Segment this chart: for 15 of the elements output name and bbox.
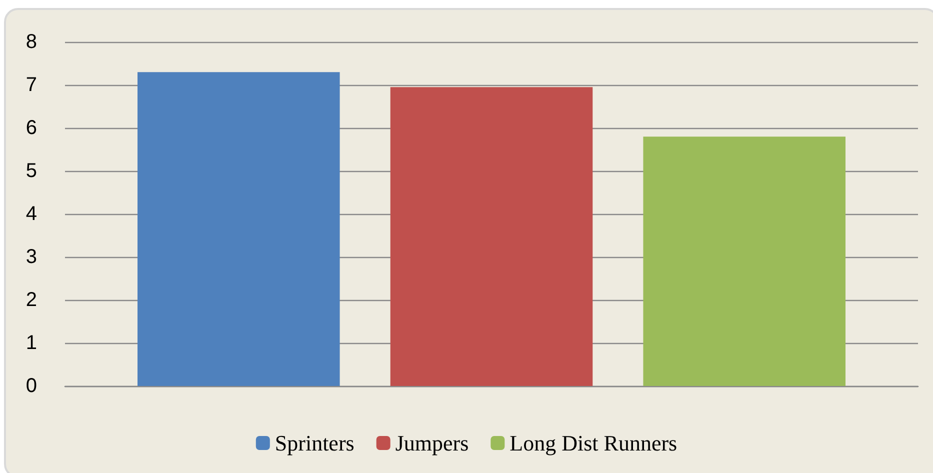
bar (643, 136, 846, 386)
y-tick-label: 6 (26, 117, 37, 139)
legend-label: Long Dist Runners (510, 430, 678, 456)
y-tick-label: 1 (26, 332, 37, 354)
y-tick-label: 4 (26, 203, 37, 225)
legend-label: Sprinters (274, 430, 354, 456)
y-tick-label: 2 (26, 289, 37, 311)
bar (138, 72, 340, 386)
y-tick-label: 8 (26, 31, 37, 53)
y-tick-label: 7 (26, 74, 37, 96)
y-tick-label: 3 (26, 246, 37, 268)
legend-label: Jumpers (395, 430, 469, 456)
y-tick-label: 5 (26, 160, 37, 182)
bar (390, 87, 593, 386)
y-tick-label: 0 (26, 375, 37, 397)
